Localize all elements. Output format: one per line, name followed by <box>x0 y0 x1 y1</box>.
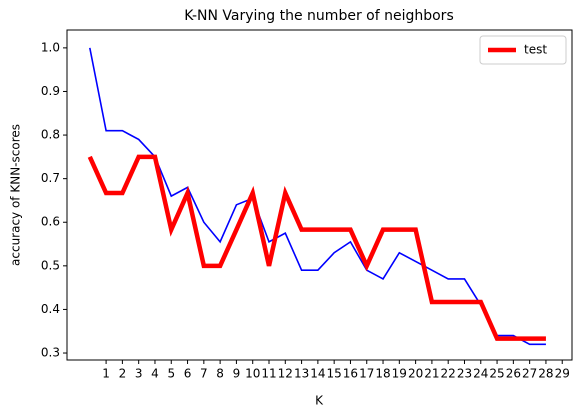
x-tick-label: 6 <box>184 367 192 381</box>
x-tick-label: 21 <box>424 367 439 381</box>
y-tick-label: 0.9 <box>41 84 60 98</box>
chart-title: K-NN Varying the number of neighbors <box>184 8 453 24</box>
x-tick-label: 11 <box>261 367 276 381</box>
x-tick-label: 28 <box>538 367 553 381</box>
x-tick-label: 23 <box>457 367 472 381</box>
y-tick-label: 0.5 <box>41 258 60 272</box>
x-tick-label: 29 <box>555 367 570 381</box>
x-tick-label: 3 <box>135 367 143 381</box>
y-tick-label: 0.7 <box>41 171 60 185</box>
x-tick-label: 18 <box>375 367 390 381</box>
line <box>87 154 546 341</box>
x-tick-label: 22 <box>441 367 456 381</box>
x-tick-label: 8 <box>216 367 224 381</box>
x-tick-label: 13 <box>294 367 309 381</box>
y-tick-label: 0.8 <box>41 128 60 142</box>
y-tick-label: 0.3 <box>41 346 60 360</box>
x-tick-label: 12 <box>278 367 293 381</box>
x-tick-label: 2 <box>119 367 127 381</box>
x-tick-label: 10 <box>245 367 260 381</box>
y-tick-label: 0.6 <box>41 215 60 229</box>
y-axis-label: accuracy of KNN-scores <box>9 124 23 266</box>
x-axis-label: K <box>315 394 324 408</box>
line <box>89 47 546 346</box>
x-tick-label: 9 <box>233 367 241 381</box>
x-tick-label: 4 <box>151 367 159 381</box>
x-tick-label: 17 <box>359 367 374 381</box>
x-tick-label: 14 <box>310 367 325 381</box>
y-tick-label: 1.0 <box>41 40 60 54</box>
x-tick-label: 16 <box>343 367 358 381</box>
x-tick-label: 19 <box>392 367 407 381</box>
x-tick-label: 15 <box>327 367 342 381</box>
plot-frame <box>66 29 573 361</box>
legend-box <box>479 35 567 65</box>
x-tick-label: 7 <box>200 367 208 381</box>
x-tick-label: 5 <box>167 367 175 381</box>
x-tick-label: 26 <box>506 367 521 381</box>
x-tick-label: 1 <box>102 367 110 381</box>
x-tick-label: 20 <box>408 367 423 381</box>
x-tick-label: 24 <box>473 367 488 381</box>
x-tick-label: 25 <box>489 367 504 381</box>
legend-label: test <box>524 43 547 57</box>
y-tick-label: 0.4 <box>41 302 60 316</box>
x-tick-label: 27 <box>522 367 537 381</box>
